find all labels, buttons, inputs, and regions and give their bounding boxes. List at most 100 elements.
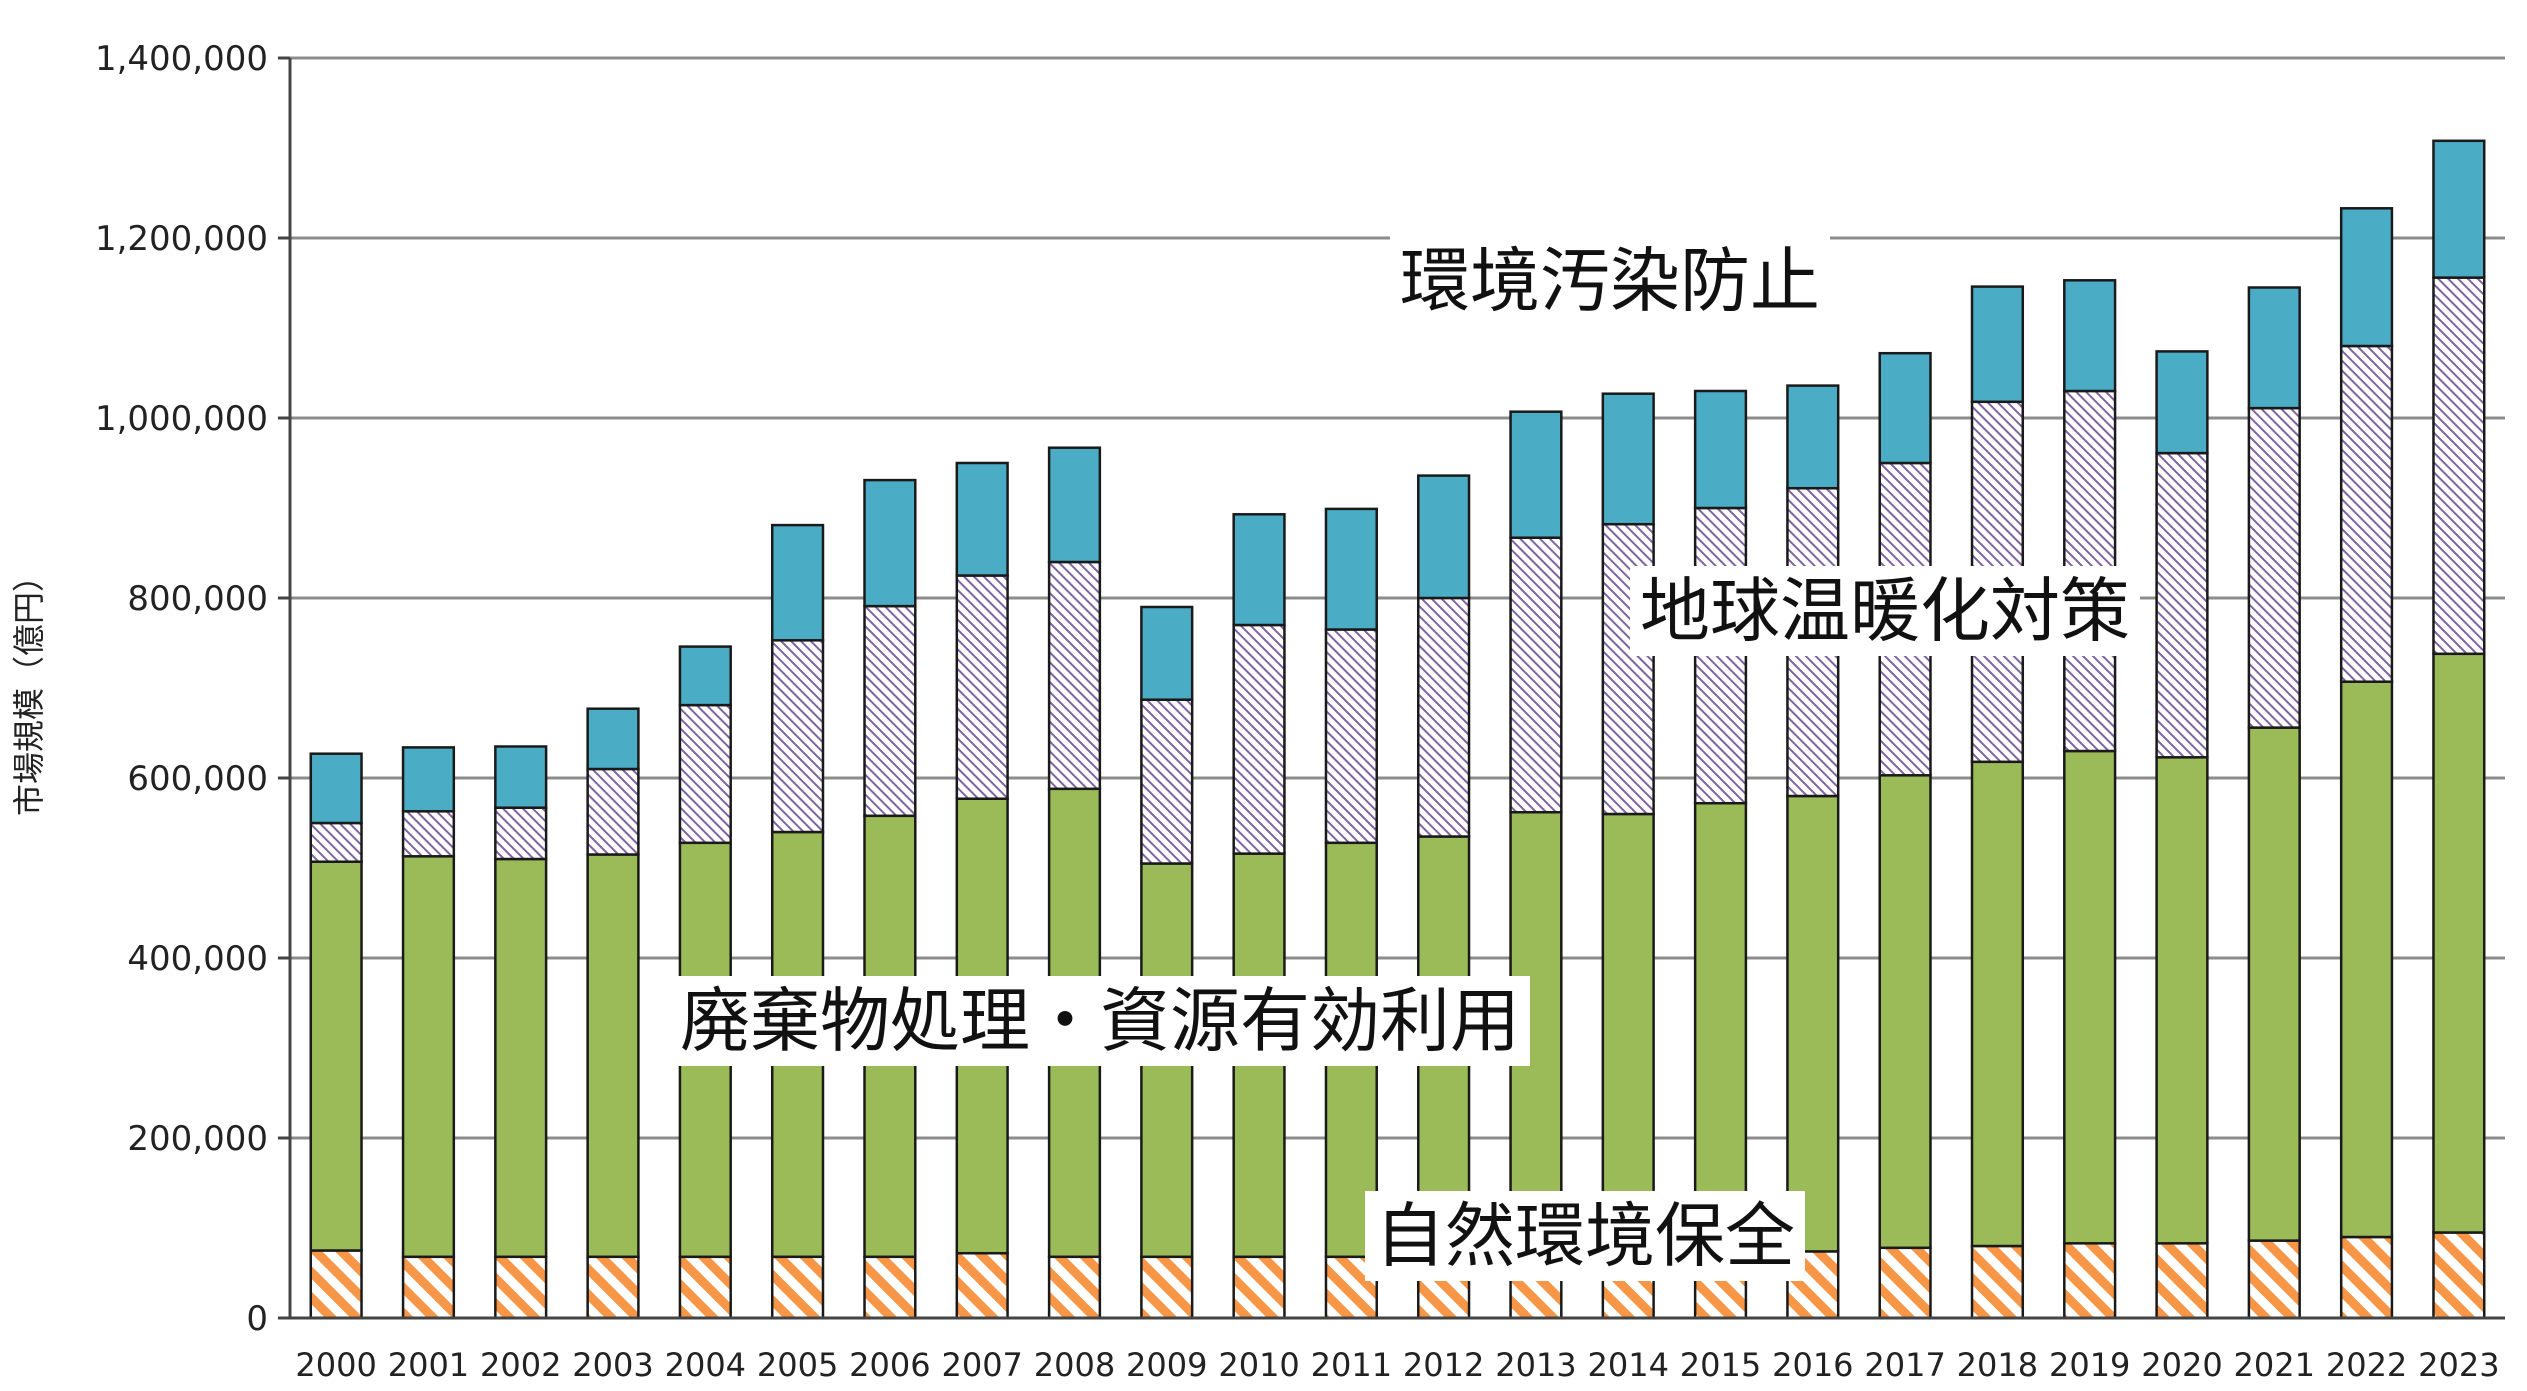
bar-segment-nature-conservation <box>2063 1242 2117 1320</box>
bar-segment-waste-recycling <box>2339 680 2394 1239</box>
x-tick-label: 2016 <box>1772 1346 1853 1384</box>
bar-group-2018 <box>1970 285 2025 1320</box>
annotation-climate-change: 地球温暖化対策 <box>1630 566 2140 656</box>
x-tick-label: 2015 <box>1680 1346 1761 1384</box>
bar-segment-nature-conservation <box>770 1255 825 1320</box>
bar-segment-waste-recycling <box>1878 774 1932 1250</box>
y-axis-label: 市場規模（億円） <box>10 560 48 816</box>
bar-segment-waste-recycling <box>1786 794 1840 1253</box>
bar-segment-nature-conservation <box>2339 1235 2394 1320</box>
annotation-background <box>1390 236 1830 326</box>
bar-segment-climate-change <box>1232 623 1286 855</box>
bar-group-2021 <box>2247 286 2301 1320</box>
bar-segment-climate-change <box>401 810 456 858</box>
bar-segment-climate-change <box>494 806 548 861</box>
bar-segment-nature-conservation <box>401 1255 456 1320</box>
bar-segment-nature-conservation <box>586 1255 640 1320</box>
bar-segment-waste-recycling <box>2432 652 2486 1234</box>
bar-segment-waste-recycling <box>309 860 363 1252</box>
x-tick-label: 2006 <box>849 1346 930 1384</box>
bar-segment-pollution-prevention <box>2155 350 2209 455</box>
bar-group-2016 <box>1786 384 1840 1320</box>
bar-segment-pollution-prevention <box>1693 389 1748 510</box>
bar-group-2002 <box>494 745 548 1320</box>
bar-group-2005 <box>770 523 825 1320</box>
bar-segment-pollution-prevention <box>678 645 732 707</box>
bar-segment-pollution-prevention <box>1047 446 1102 564</box>
bar-segment-waste-recycling <box>1693 801 1748 1255</box>
x-axis-ticks: 2000 2001 2002 2003 2004 2005 2006 2007 2008 2009… <box>295 1346 2499 1384</box>
bar-segment-pollution-prevention <box>309 752 363 825</box>
bar-segment-climate-change <box>2247 406 2301 729</box>
y-tick-label: 1,000,000 <box>95 399 268 439</box>
x-tick-label: 2021 <box>2234 1346 2315 1384</box>
x-tick-label: 2002 <box>480 1346 561 1384</box>
bar-segment-climate-change <box>955 574 1009 800</box>
y-tick-label: 200,000 <box>127 1119 268 1159</box>
bar-segment-waste-recycling <box>2247 726 2301 1242</box>
annotation-waste-recycling: 廃棄物処理・資源有効利用 <box>670 976 1530 1066</box>
y-tick-label: 0 <box>246 1299 268 1339</box>
annotation-label: 廃棄物処理・資源有効利用 <box>680 980 1520 1062</box>
bar-segment-nature-conservation <box>309 1249 363 1320</box>
x-tick-label: 2022 <box>2326 1346 2407 1384</box>
bar-segment-pollution-prevention <box>401 746 456 813</box>
bar-segment-nature-conservation <box>955 1251 1009 1320</box>
bar-segment-waste-recycling <box>1601 812 1655 1255</box>
bar-segment-nature-conservation <box>2155 1242 2209 1320</box>
y-tick-label: 800,000 <box>127 579 268 619</box>
bar-group-2000 <box>309 752 363 1320</box>
y-axis-ticks: 0 200,000 400,000 600,000 800,000 1,000,000 1,… <box>95 39 290 1339</box>
bar-segment-pollution-prevention <box>1140 605 1194 701</box>
bar-segment-pollution-prevention <box>586 707 640 771</box>
bar-segment-pollution-prevention <box>1786 384 1840 490</box>
bar-group-2022 <box>2339 207 2394 1320</box>
annotation-background <box>670 976 1530 1066</box>
bar-group-2010 <box>1232 513 1286 1320</box>
annotation-label: 地球温暖化対策 <box>1640 570 2130 652</box>
bar-segment-nature-conservation <box>863 1255 917 1320</box>
bar-segment-climate-change <box>1140 698 1194 865</box>
annotation-label: 自然環境保全 <box>1375 1195 1795 1277</box>
bar-segment-waste-recycling <box>494 857 548 1259</box>
bar-segment-climate-change <box>770 639 825 834</box>
annotation-background <box>1365 1191 1805 1281</box>
bar-segment-climate-change <box>1047 560 1102 791</box>
bar-segment-climate-change <box>2155 451 2209 759</box>
bar-group-2001 <box>401 746 456 1320</box>
bar-segment-nature-conservation <box>1047 1255 1102 1320</box>
x-tick-label: 2023 <box>2418 1346 2499 1384</box>
bar-group-2015 <box>1693 389 1748 1320</box>
bar-segment-waste-recycling <box>2063 749 2117 1245</box>
x-tick-label: 2013 <box>1495 1346 1576 1384</box>
x-tick-label: 2017 <box>1864 1346 1945 1384</box>
bar-group-2020 <box>2155 350 2209 1320</box>
x-tick-label: 2011 <box>1311 1346 1392 1384</box>
bar-segment-climate-change <box>863 604 917 818</box>
annotation-pollution-prevention: 環境汚染防止 <box>1390 236 1830 326</box>
bar-segment-waste-recycling <box>586 853 640 1259</box>
bar-segment-pollution-prevention <box>1324 507 1378 631</box>
x-tick-label: 2003 <box>572 1346 653 1384</box>
bar-segment-nature-conservation <box>1232 1255 1286 1320</box>
bar-segment-waste-recycling <box>401 855 456 1259</box>
bar-segment-climate-change <box>2339 344 2394 683</box>
bar-segment-pollution-prevention <box>1878 351 1932 465</box>
bar-segment-nature-conservation <box>2432 1231 2486 1320</box>
x-tick-label: 2001 <box>388 1346 469 1384</box>
bar-segment-nature-conservation <box>494 1255 548 1320</box>
bar-group-2013 <box>1509 410 1563 1320</box>
annotation-background <box>1630 566 2140 656</box>
bar-segment-nature-conservation <box>1970 1244 2025 1320</box>
bar-segment-nature-conservation <box>1878 1246 1932 1320</box>
bar-segment-waste-recycling <box>2155 756 2209 1245</box>
bar-segment-pollution-prevention <box>2432 139 2486 279</box>
x-tick-label: 2018 <box>1957 1346 2038 1384</box>
y-tick-label: 600,000 <box>127 759 268 799</box>
bar-group-2014 <box>1601 392 1655 1320</box>
bar-segment-pollution-prevention <box>494 745 548 809</box>
bar-segment-nature-conservation <box>1140 1255 1194 1320</box>
